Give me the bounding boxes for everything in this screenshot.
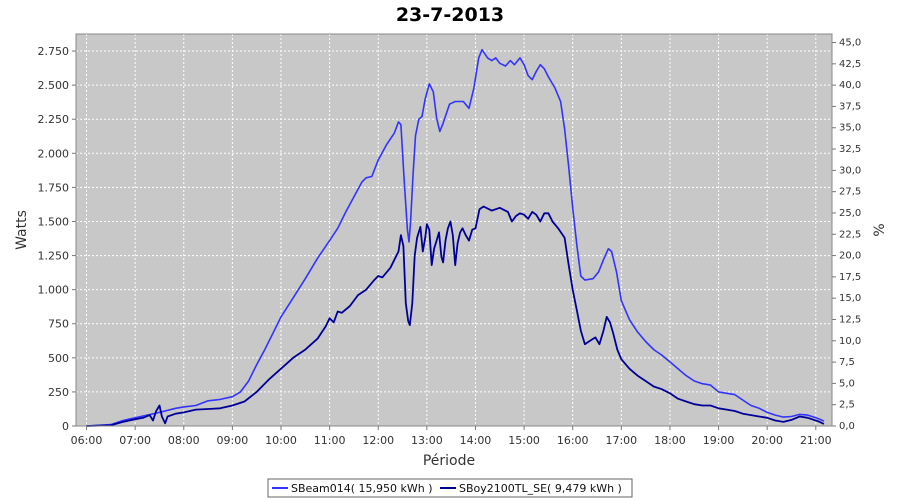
x-tick-label: 20:00 — [751, 434, 783, 447]
y-tick-label: 2.500 — [38, 79, 70, 92]
chart-title: 23-7-2013 — [396, 4, 504, 26]
y-tick-label: 2.750 — [38, 45, 70, 58]
y2-tick-label: 22,5 — [839, 229, 861, 240]
y-axis-title: Watts — [14, 210, 30, 250]
y2-tick-label: 2,5 — [839, 400, 855, 411]
x-tick-label: 16:00 — [557, 434, 589, 447]
y2-axis-title: % — [872, 223, 888, 236]
y2-tick-label: 15,0 — [839, 293, 861, 304]
y2-tick-label: 7,5 — [839, 357, 855, 368]
y-tick-label: 500 — [48, 352, 69, 365]
y-tick-label: 1.750 — [38, 181, 70, 194]
x-tick-label: 12:00 — [362, 434, 394, 447]
y2-tick-label: 10,0 — [839, 336, 861, 347]
y2-tick-label: 25,0 — [839, 208, 861, 219]
x-tick-label: 06:00 — [71, 434, 103, 447]
y2-tick-label: 20,0 — [839, 251, 861, 262]
x-tick-label: 08:00 — [168, 434, 200, 447]
legend-label-sbeam014: SBeam014( 15,950 kWh ) — [291, 482, 433, 495]
x-tick-label: 21:00 — [800, 434, 832, 447]
x-axis: 06:00 07:00 08:00 09:00 10:00 11:00 12:00 13:00… — [71, 426, 832, 447]
y-tick-label: 2.000 — [38, 147, 70, 160]
plot-area — [76, 34, 832, 426]
x-tick-label: 09:00 — [217, 434, 249, 447]
y2-tick-label: 12,5 — [839, 314, 861, 325]
x-tick-label: 18:00 — [654, 434, 686, 447]
y-axis-left: 0 250 500 750 1.000 1.250 1.500 1.750 2.000 2.250… — [38, 45, 76, 433]
y-tick-label: 750 — [48, 318, 69, 331]
legend: SBeam014( 15,950 kWh ) SBoy2100TL_SE( 9,… — [267, 478, 633, 498]
y2-tick-label: 42,5 — [839, 59, 861, 70]
x-tick-label: 07:00 — [119, 434, 151, 447]
y2-tick-label: 32,5 — [839, 144, 861, 155]
y-tick-label: 1.000 — [38, 284, 70, 297]
y2-tick-label: 5,0 — [839, 378, 855, 389]
y2-tick-label: 30,0 — [839, 165, 861, 176]
x-tick-label: 10:00 — [265, 434, 297, 447]
y2-tick-label: 40,0 — [839, 80, 861, 91]
y2-tick-label: 45,0 — [839, 38, 861, 49]
x-tick-label: 11:00 — [314, 434, 346, 447]
x-tick-label: 13:00 — [411, 434, 443, 447]
series-line-0 — [86, 48, 825, 427]
y-axis-right: 0,0 2,5 5,0 7,5 10,0 12,5 15,0 17,5 20,0 22,5 25,0… — [832, 38, 861, 432]
x-tick-label: 19:00 — [703, 434, 735, 447]
legend-label-sboy2100tl: SBoy2100TL_SE( 9,479 kWh ) — [459, 482, 622, 495]
y2-tick-label: 0,0 — [839, 421, 855, 432]
y2-tick-label: 27,5 — [839, 187, 861, 198]
y-tick-label: 1.250 — [38, 250, 70, 263]
y2-tick-label: 35,0 — [839, 123, 861, 134]
x-tick-label: 17:00 — [605, 434, 637, 447]
plot-border — [75, 33, 833, 427]
x-axis-title: Période — [423, 453, 475, 469]
x-tick-label: 14:00 — [460, 434, 492, 447]
y2-tick-label: 17,5 — [839, 272, 861, 283]
y2-tick-label: 37,5 — [839, 101, 861, 112]
y-tick-label: 0 — [62, 420, 69, 433]
series-lines — [86, 48, 825, 427]
y-tick-label: 250 — [48, 386, 69, 399]
y-tick-label: 2.250 — [38, 113, 70, 126]
series-line-1 — [86, 205, 825, 427]
y-tick-label: 1.500 — [38, 215, 70, 228]
x-tick-label: 15:00 — [508, 434, 540, 447]
